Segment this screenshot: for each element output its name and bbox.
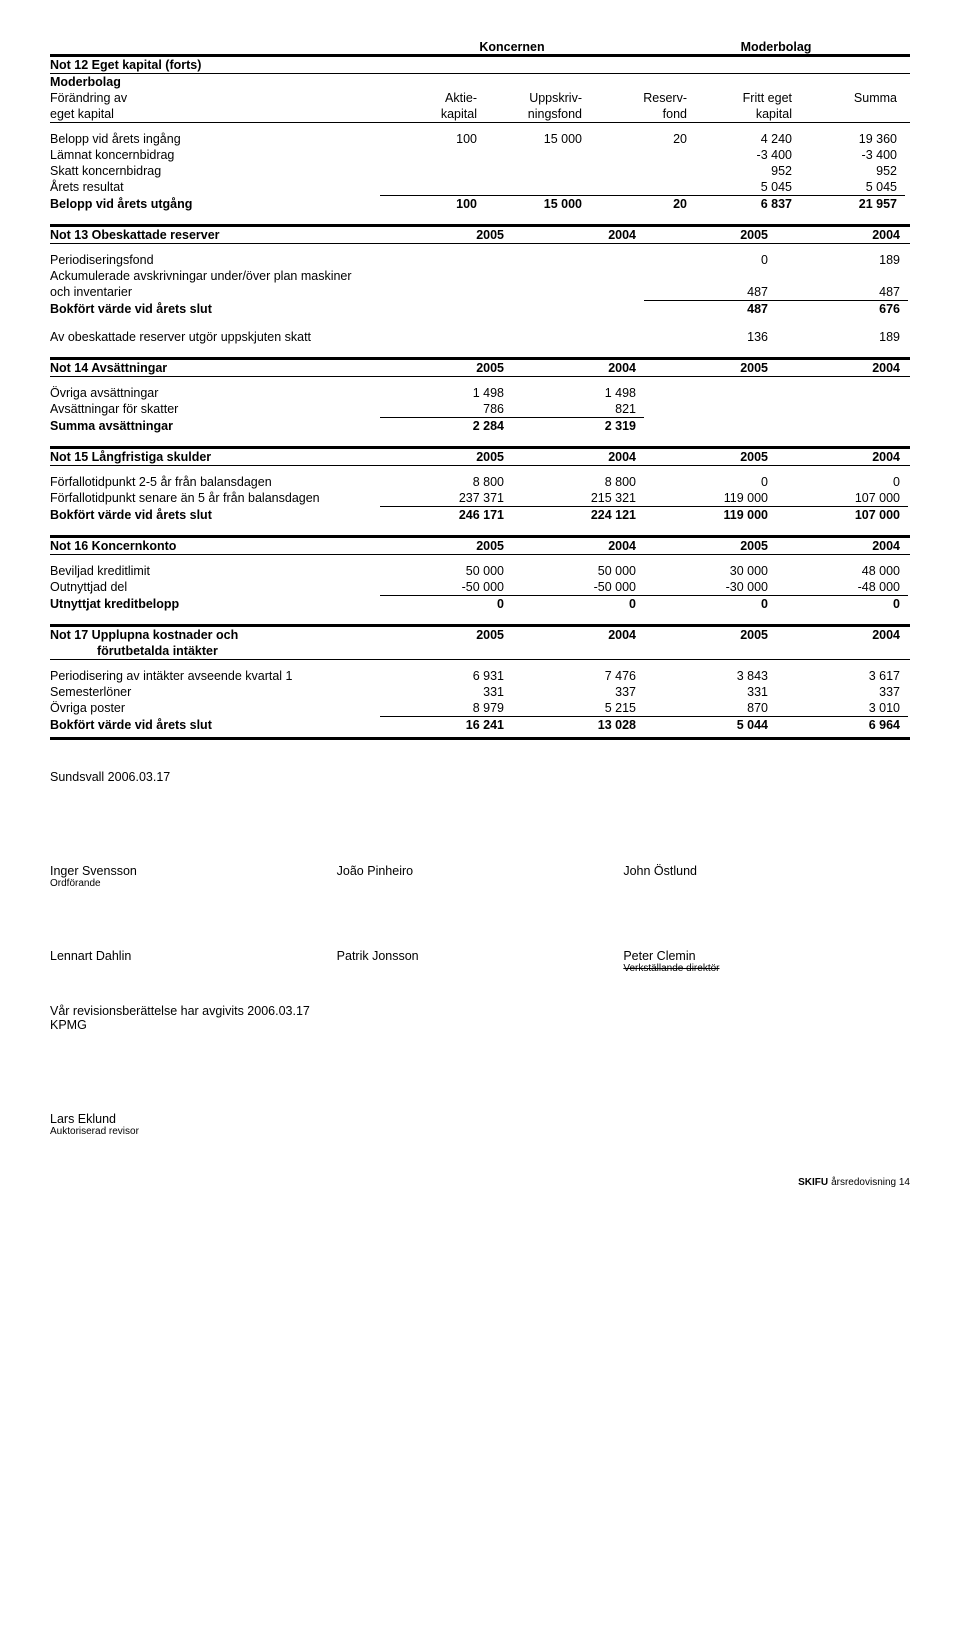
header-koncernen: Koncernen — [380, 40, 644, 54]
signer-role: Verkställande direktör — [623, 963, 910, 974]
not12-colhead1: Förändring av Aktie- Uppskriv- Reserv- F… — [50, 90, 910, 106]
table-row: Övriga poster 8 979 5 215 870 3 010 — [50, 700, 910, 717]
table-row: Outnyttjad del -50 000 -50 000 -30 000 -… — [50, 579, 910, 596]
not15-total: Bokfört värde vid årets slut 246 171 224… — [50, 507, 910, 523]
signer-name: John Östlund — [623, 864, 910, 889]
revision-firm: KPMG — [50, 1018, 910, 1032]
page-footer: SKIFU årsredovisning 14 — [50, 1177, 910, 1188]
table-row: Beviljad kreditlimit 50 000 50 000 30 00… — [50, 563, 910, 579]
header-moderbolag: Moderbolag — [644, 40, 908, 54]
not17-total: Bokfört värde vid årets slut 16 241 13 0… — [50, 717, 910, 733]
signer-name: Inger Svensson — [50, 864, 337, 878]
table-row: Förfallotidpunkt senare än 5 år från bal… — [50, 490, 910, 507]
not17-header2: förutbetalda intäkter — [50, 643, 910, 659]
not16-header: Not 16 Koncernkonto 2005 2004 2005 2004 — [50, 538, 910, 554]
table-row: Belopp vid årets ingång 100 15 000 20 4 … — [50, 131, 910, 147]
auditor-name: Lars Eklund — [50, 1112, 910, 1126]
signature-row-2: Lennart Dahlin Patrik Jonsson Peter Clem… — [50, 949, 910, 974]
revision-statement: Vår revisionsberättelse har avgivits 200… — [50, 1004, 910, 1018]
table-row: och inventarier 487 487 — [50, 284, 910, 301]
signer-name: João Pinheiro — [337, 864, 624, 889]
table-row: Årets resultat 5 045 5 045 — [50, 179, 910, 196]
footer-brand: SKIFU — [798, 1177, 828, 1188]
not12-total: Belopp vid årets utgång 100 15 000 20 6 … — [50, 196, 910, 212]
signer-role: Ordförande — [50, 878, 337, 889]
auditor-role: Auktoriserad revisor — [50, 1126, 910, 1137]
table-row: Skatt koncernbidrag 952 952 — [50, 163, 910, 179]
not16-total: Utnyttjat kreditbelopp 0 0 0 0 — [50, 596, 910, 612]
table-row: Periodiseringsfond 0 189 — [50, 252, 910, 268]
not13-header: Not 13 Obeskattade reserver 2005 2004 20… — [50, 227, 910, 243]
not15-header: Not 15 Långfristiga skulder 2005 2004 20… — [50, 449, 910, 465]
not17-header1: Not 17 Upplupna kostnader och 2005 2004 … — [50, 627, 910, 643]
table-row: Semesterlöner 331 337 331 337 — [50, 684, 910, 700]
not13-total: Bokfört värde vid årets slut 487 676 — [50, 301, 910, 317]
signature-row-1: Inger Svensson Ordförande João Pinheiro … — [50, 864, 910, 889]
signer-name: Patrik Jonsson — [337, 949, 624, 974]
not12-sub: Moderbolag — [50, 74, 910, 90]
table-row: Ackumulerade avskrivningar under/över pl… — [50, 268, 910, 284]
table-row: Periodisering av intäkter avseende kvart… — [50, 668, 910, 684]
not14-header: Not 14 Avsättningar 2005 2004 2005 2004 — [50, 360, 910, 376]
signer-name: Peter Clemin — [623, 949, 910, 963]
not12-colhead2: eget kapital kapital ningsfond fond kapi… — [50, 106, 910, 122]
table-row: Övriga avsättningar 1 498 1 498 — [50, 385, 910, 401]
page-header: Koncernen Moderbolag — [50, 40, 910, 54]
footer-text: årsredovisning 14 — [831, 1177, 910, 1188]
date-location: Sundsvall 2006.03.17 — [50, 770, 910, 784]
not13-extra: Av obeskattade reserver utgör uppskjuten… — [50, 329, 910, 345]
not12-title: Not 12 Eget kapital (forts) — [50, 57, 910, 73]
table-row: Förfallotidpunkt 2-5 år från balansdagen… — [50, 474, 910, 490]
signer-name: Lennart Dahlin — [50, 949, 337, 974]
not14-total: Summa avsättningar 2 284 2 319 — [50, 418, 910, 434]
table-row: Avsättningar för skatter 786 821 — [50, 401, 910, 418]
table-row: Lämnat koncernbidrag -3 400 -3 400 — [50, 147, 910, 163]
